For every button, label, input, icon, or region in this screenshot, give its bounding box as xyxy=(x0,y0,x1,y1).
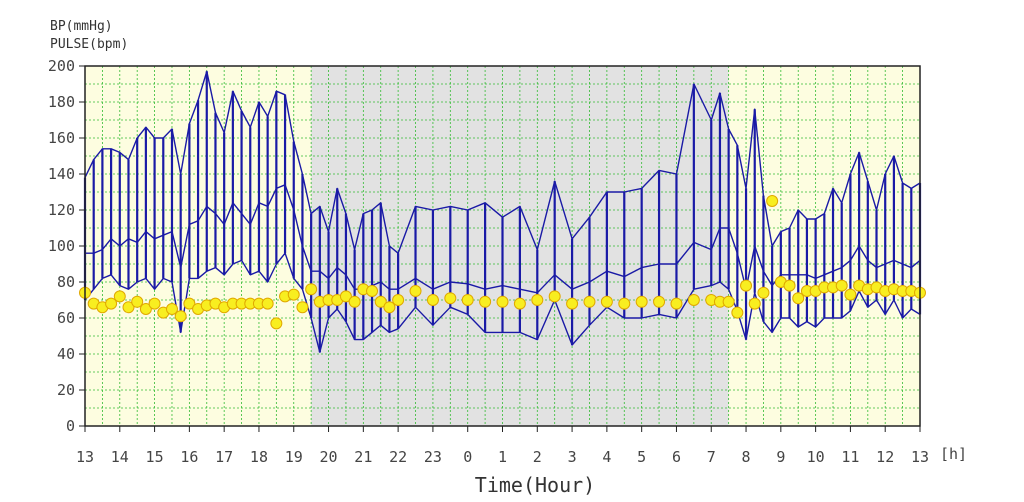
x-tick-label: 1 xyxy=(498,448,507,466)
pulse-point xyxy=(444,292,457,305)
x-tick-label: 3 xyxy=(568,448,577,466)
pulse-point xyxy=(583,295,596,308)
pulse-point xyxy=(348,295,361,308)
pulse-point xyxy=(461,294,474,306)
pulse-point xyxy=(392,294,405,306)
x-tick-label: 6 xyxy=(672,448,681,466)
x-tick-label: 19 xyxy=(285,448,303,466)
x-tick-label: 23 xyxy=(424,448,442,466)
pulse-point xyxy=(731,306,744,319)
pulse-point xyxy=(766,195,779,207)
y-tick-label: 120 xyxy=(48,201,75,219)
x-tick-label: 18 xyxy=(250,448,268,466)
pulse-point xyxy=(287,288,300,301)
x-tick-label: 2 xyxy=(533,448,542,466)
pulse-point xyxy=(600,295,613,308)
pulse-point xyxy=(835,279,848,292)
x-tick-label: 21 xyxy=(354,448,372,466)
y-tick-label: 140 xyxy=(48,165,75,183)
pulse-point xyxy=(748,297,761,310)
x-tick-label: 13 xyxy=(911,448,929,466)
pulse-point xyxy=(792,292,805,305)
x-tick-label: 9 xyxy=(776,448,785,466)
pulse-point xyxy=(531,294,544,306)
y-tick-label: 20 xyxy=(57,381,75,399)
x-tick-label: 11 xyxy=(841,448,859,466)
pulse-point xyxy=(653,295,666,308)
pulse-point xyxy=(139,303,152,315)
y-tick-label: 100 xyxy=(48,237,75,255)
x-tick-label: 22 xyxy=(389,448,407,466)
pulse-point xyxy=(305,283,318,296)
bp-lines xyxy=(84,70,921,353)
pulse-point xyxy=(383,301,396,314)
sys-line xyxy=(84,70,921,254)
x-tick-label: 0 xyxy=(463,448,472,466)
pulse-point xyxy=(566,297,579,310)
pulse-point xyxy=(105,297,118,310)
y-tick-label: 180 xyxy=(48,93,75,111)
x-tick-label: 5 xyxy=(637,448,646,466)
pulse-point xyxy=(513,297,526,310)
pulse-point xyxy=(670,297,683,310)
x-tick-label: 4 xyxy=(602,448,611,466)
pulse-point xyxy=(635,295,648,308)
y-tick-label: 160 xyxy=(48,129,75,147)
pulse-point xyxy=(183,297,196,310)
pulse-point xyxy=(113,290,126,303)
pulse-points xyxy=(79,195,926,330)
pulse-point xyxy=(783,279,796,292)
pulse-point xyxy=(426,294,439,306)
pulse-point xyxy=(409,285,422,297)
pulse-point xyxy=(496,295,509,308)
x-tick-label: 14 xyxy=(111,448,129,466)
pulse-point xyxy=(548,290,561,303)
y-tick-label: 40 xyxy=(57,345,75,363)
pulse-point xyxy=(479,295,492,308)
x-tick-label: 7 xyxy=(707,448,716,466)
pulse-point xyxy=(374,295,387,308)
pulse-point xyxy=(722,295,735,308)
y-tick-label: 200 xyxy=(48,57,75,75)
pulse-point xyxy=(740,279,753,292)
x-tick-label: 12 xyxy=(876,448,894,466)
pulse-point xyxy=(618,297,631,310)
pulse-point xyxy=(165,303,178,315)
y-axis-label-bp: BP(mmHg) xyxy=(50,19,113,34)
x-tick-label: 16 xyxy=(180,448,198,466)
pulse-point xyxy=(687,294,700,306)
x-tick-label: 10 xyxy=(807,448,825,466)
pulse-point xyxy=(366,285,379,297)
y-tick-label: 0 xyxy=(66,417,75,435)
x-tick-label: 8 xyxy=(742,448,751,466)
pulse-point xyxy=(148,297,161,310)
y-tick-label: 60 xyxy=(57,309,75,327)
y-axis-label-pulse: PULSE(bpm) xyxy=(50,37,128,52)
x-axis-title: Time(Hour) xyxy=(475,473,595,497)
y-tick-label: 80 xyxy=(57,273,75,291)
pulse-point xyxy=(261,297,274,310)
pulse-point xyxy=(122,301,135,314)
pulse-point xyxy=(131,295,144,308)
pulse-point xyxy=(339,290,352,303)
pulse-point xyxy=(174,310,187,323)
x-tick-label: 15 xyxy=(146,448,164,466)
dia-line xyxy=(84,252,921,353)
map-line xyxy=(85,184,921,294)
pulse-point xyxy=(270,317,283,330)
x-tick-label: 13 xyxy=(76,448,94,466)
x-axis-unit: [h] xyxy=(940,445,967,463)
pulse-point xyxy=(844,288,857,301)
pulse-point xyxy=(757,286,770,299)
x-tick-label: 17 xyxy=(215,448,233,466)
pulse-point xyxy=(296,301,309,314)
x-tick-label: 20 xyxy=(320,448,338,466)
